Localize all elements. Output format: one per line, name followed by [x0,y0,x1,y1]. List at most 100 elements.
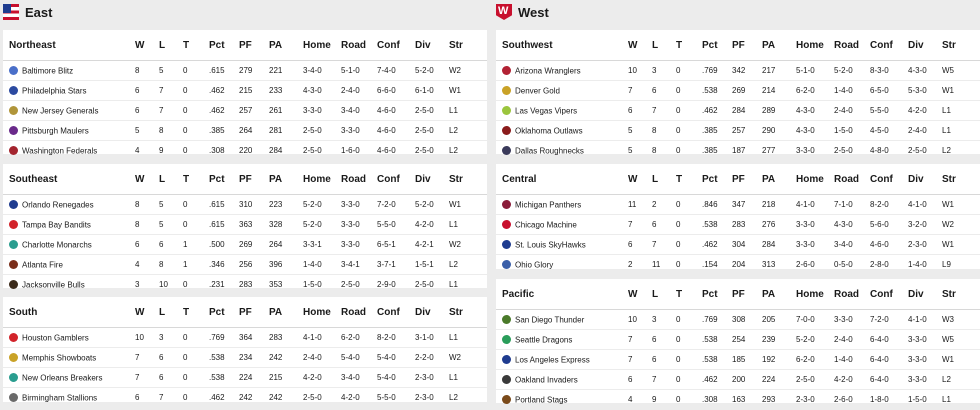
table-row: Oklahoma Outlaws 5 8 0.385 257 290 4-3-0 1-5-0 4… [496,120,980,141]
team-name-link[interactable]: Orlando Renegades [22,200,94,210]
division-card-southeast: Southeast W L T Pct PF PA Home Road Conf Div Str Orl… [3,164,487,295]
stat-div: 3-3-0 [908,329,942,350]
team-cell: Arizona Wranglers [496,60,628,81]
stat-home: 2-5-0 [796,369,834,390]
team-name-link[interactable]: Dallas Roughnecks [515,146,584,156]
table-row: New Orleans Breakers 7 6 0.538 224 215 4-2-0 3-… [3,367,487,388]
table-row: Chicago Machine 7 6 0.538 283 276 3-3-0 4-3-0 5-… [496,214,980,235]
stat-pa: 221 [269,60,303,81]
stat-l: 6 [652,80,676,101]
stat-conf: 5-5-0 [870,100,908,121]
stat-pct: .385 [702,120,732,141]
stat-w: 4 [135,254,159,275]
stat-road: 3-3-0 [834,309,870,330]
stat-home: 3-3-0 [303,100,341,121]
team-name-link[interactable]: New Orleans Breakers [22,373,103,383]
stat-pct: .538 [209,367,239,388]
team-name-link[interactable]: Chicago Machine [515,220,577,230]
stat-pf: 308 [732,309,762,330]
dallas-roughnecks-logo-icon [502,146,511,156]
team-name-link[interactable]: Jacksonville Bulls [22,280,85,290]
team-name-link[interactable]: Denver Gold [515,86,560,96]
team-name-link[interactable]: Seattle Dragons [515,335,573,345]
stat-div: 5-3-0 [908,80,942,101]
team-name-link[interactable]: Charlotte Monarchs [22,240,92,250]
team-cell: St. Louis SkyHawks [496,234,628,255]
team-name-link[interactable]: Las Vegas Vipers [515,106,578,116]
team-name-link[interactable]: St. Louis SkyHawks [515,240,586,250]
column-header-pa: PA [762,30,796,61]
team-name-link[interactable]: Washington Federals [22,146,98,156]
team-name-link[interactable]: Pittsburgh Maulers [22,126,89,136]
stat-str: W5 [942,329,980,350]
stat-pf: 347 [732,194,762,215]
column-header-w: W [135,164,159,195]
team-name-link[interactable]: Los Angeles Express [515,355,590,365]
team-name-link[interactable]: Atlanta Fire [22,260,63,270]
stat-home: 2-6-0 [796,254,834,275]
team-name-link[interactable]: Philadelphia Stars [22,86,87,96]
team-cell: Houston Gamblers [3,327,135,348]
column-header-pct: Pct [209,164,239,195]
stat-t: 1 [183,254,209,275]
stat-conf: 1-8-0 [870,389,908,410]
stat-road: 2-5-0 [341,274,377,295]
stat-home: 2-3-0 [796,389,834,410]
stat-road: 3-4-0 [834,234,870,255]
stat-div: 3-3-0 [908,369,942,390]
column-header-l: L [652,279,676,310]
team-name-link[interactable]: Memphis Showboats [22,353,97,363]
team-cell: Seattle Dragons [496,329,628,350]
standings-table: Central W L T Pct PF PA Home Road Conf Div Str Michi… [496,164,980,275]
stat-pa: 239 [762,329,796,350]
stat-pa: 242 [269,387,303,408]
team-name-link[interactable]: Houston Gamblers [22,333,89,343]
stat-pf: 224 [239,367,269,388]
table-row: Oakland Invaders 6 7 0.462 200 224 2-5-0 4-2-0 6… [496,369,980,390]
team-name-link[interactable]: San Diego Thunder [515,315,585,325]
team-name-link[interactable]: Birmingham Stallions [22,393,98,403]
stat-pct: .538 [209,347,239,368]
stat-road: 4-2-0 [834,369,870,390]
stat-str: L2 [942,140,980,161]
team-name-link[interactable]: Oklahoma Outlaws [515,126,583,136]
stat-pa: 290 [762,120,796,141]
team-name-link[interactable]: Tampa Bay Bandits [22,220,91,230]
stat-road: 2-6-0 [834,389,870,410]
team-name-link[interactable]: Oakland Invaders [515,375,578,385]
stat-t: 0 [183,387,209,408]
stat-l: 6 [159,234,183,255]
team-name-link[interactable]: New Jersey Generals [22,106,99,116]
column-header-road: Road [341,30,377,61]
team-name-link[interactable]: Ohio Glory [515,260,554,270]
team-cell: Dallas Roughnecks [496,140,628,161]
team-name-link[interactable]: Michigan Panthers [515,200,582,210]
stat-pf: 364 [239,327,269,348]
table-row: Ohio Glory 2 11 0.154 204 313 2-6-0 0-5-0 2-8-0 1… [496,254,980,275]
division-card-northeast: Northeast W L T Pct PF PA Home Road Conf Div Str Bal… [3,30,487,161]
team-cell: Washington Federals [3,140,135,161]
stat-t: 0 [676,369,702,390]
stat-pct: .346 [209,254,239,275]
column-header-div: Div [908,30,942,61]
column-header-home: Home [796,164,834,195]
table-row: Philadelphia Stars 6 7 0.462 215 233 4-3-0 2-4-… [3,80,487,101]
stat-str: L2 [449,140,487,161]
stat-road: 3-4-1 [341,254,377,275]
table-row: Atlanta Fire 4 8 1.346 256 396 1-4-0 3-4-1 3-7-1… [3,254,487,275]
west-conference-header: West [496,0,980,24]
stat-conf: 4-8-0 [870,140,908,161]
stat-road: 3-3-0 [341,120,377,141]
stat-l: 7 [652,100,676,121]
stat-pa: 264 [269,234,303,255]
column-header-conf: Conf [870,30,908,61]
stat-t: 0 [676,329,702,350]
column-header-t: T [676,279,702,310]
stat-road: 5-4-0 [341,347,377,368]
team-name-link[interactable]: Baltimore Blitz [22,66,74,76]
team-name-link[interactable]: Portland Stags [515,395,568,405]
stat-str: W1 [942,194,980,215]
stat-pa: 215 [269,367,303,388]
column-header-conf: Conf [870,164,908,195]
team-name-link[interactable]: Arizona Wranglers [515,66,581,76]
